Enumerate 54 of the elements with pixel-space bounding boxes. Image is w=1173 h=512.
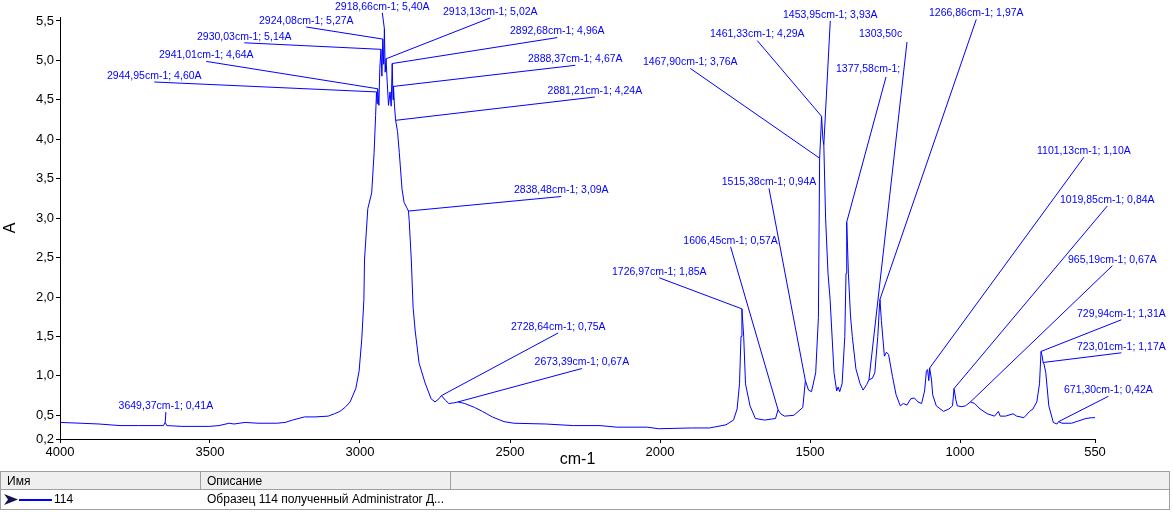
x-tick-label: 3000 bbox=[345, 444, 375, 460]
annotation: 2728,64cm-1; 0,75A bbox=[511, 319, 606, 332]
annotation: 1101,13cm-1; 1,10A bbox=[1037, 144, 1131, 157]
annotation: 2888,37cm-1; 4,67A bbox=[528, 52, 623, 65]
y-tick-label: 5,0 bbox=[35, 51, 54, 67]
annotation: 2673,39cm-1; 0,67A bbox=[534, 355, 630, 368]
annotation: 2918,66cm-1; 5,40A bbox=[335, 0, 430, 12]
y-tick-label: 1,0 bbox=[35, 367, 54, 383]
text: Описание bbox=[201, 472, 451, 490]
x-tick-label: 1500 bbox=[795, 444, 825, 460]
annotation: 1266,86cm-1; 1,97A bbox=[929, 6, 1024, 19]
y-tick-label: 4,0 bbox=[35, 130, 54, 146]
x-tick-label: 550 bbox=[1084, 444, 1106, 460]
x-tick-label: 2500 bbox=[495, 444, 525, 460]
annotation: 2930,03cm-1; 5,14A bbox=[197, 29, 292, 42]
y-tick-label: 0,2 bbox=[35, 430, 54, 446]
annotation: 1303,50c bbox=[859, 27, 903, 40]
annotation: 3649,37cm-1; 0,41A bbox=[118, 398, 214, 411]
x-axis-title: cm-1 bbox=[559, 449, 596, 467]
annotation: 2924,08cm-1; 5,27A bbox=[259, 13, 354, 26]
x-tick-label: 3500 bbox=[195, 444, 225, 460]
annotation: 1606,45cm-1; 0,57A bbox=[683, 233, 778, 246]
x-tick-label: 2000 bbox=[645, 444, 675, 460]
annotation: 1461,33cm-1; 4,29A bbox=[710, 27, 805, 40]
annotation: 729,94cm-1; 1,31A bbox=[1077, 306, 1166, 319]
annotation: 1377,58cm-1; bbox=[836, 62, 901, 75]
annotation: 2941,01cm-1; 4,64A bbox=[159, 48, 254, 61]
legend-label: 114 bbox=[54, 491, 74, 508]
text: Образец 114 полученный Administrator Д... bbox=[207, 491, 445, 508]
annotation: 965,19cm-1; 0,67A bbox=[1068, 252, 1157, 265]
annotation: 1726,97cm-1; 1,85A bbox=[612, 264, 707, 277]
y-axis-title: A bbox=[1, 222, 19, 234]
x-tick-label: 1000 bbox=[945, 444, 975, 460]
annotation: 1453,95cm-1; 3,93A bbox=[783, 7, 878, 20]
y-tick-label: 3,5 bbox=[35, 170, 54, 186]
annotation: 1515,38cm-1; 0,94A bbox=[721, 175, 817, 188]
y-tick-label: 1,5 bbox=[35, 328, 54, 344]
annotation: 723,01cm-1; 1,17A bbox=[1077, 339, 1166, 352]
y-tick-label: 5,5 bbox=[35, 12, 54, 28]
annotation: 2944,95cm-1; 4,60A bbox=[107, 68, 202, 81]
legend-title: Имя bbox=[1, 472, 201, 490]
y-tick-label: 0,5 bbox=[35, 406, 54, 422]
annotation: 2913,13cm-1; 5,02A bbox=[443, 4, 538, 17]
annotation: 2892,68cm-1; 4,96A bbox=[510, 24, 605, 37]
annotation: 1467,90cm-1; 3,76A bbox=[643, 55, 738, 68]
y-tick-label: 2,0 bbox=[35, 288, 54, 304]
y-tick-label: 2,5 bbox=[35, 249, 54, 265]
annotation: 2881,21cm-1; 4,24A bbox=[547, 83, 643, 96]
y-tick-label: 4,5 bbox=[35, 91, 54, 107]
y-tick-label: 3,0 bbox=[35, 209, 54, 225]
annotation: 1019,85cm-1; 0,84A bbox=[1060, 192, 1155, 205]
annotation: 2838,48cm-1; 3,09A bbox=[514, 183, 609, 196]
annotation: 671,30cm-1; 0,42A bbox=[1064, 383, 1153, 396]
x-tick-label: 4000 bbox=[45, 444, 75, 460]
